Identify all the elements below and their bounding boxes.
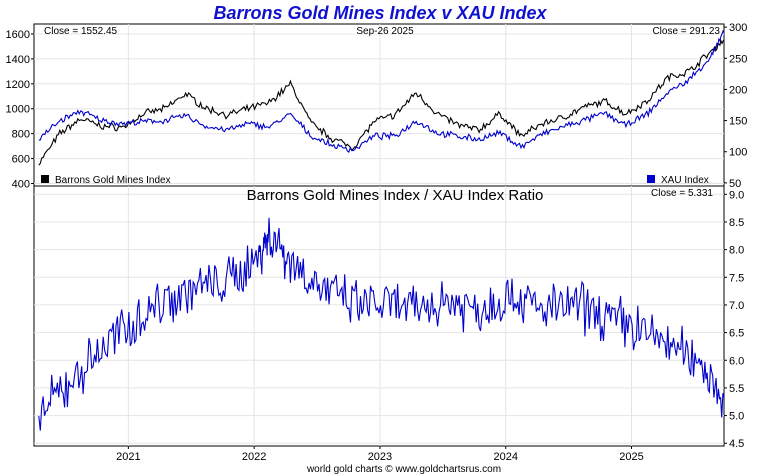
left-tick-label: 1000: [6, 104, 30, 116]
ratio-title: Barrons Gold Mines Index / XAU Index Rat…: [247, 187, 544, 204]
left-tick-label: 1200: [6, 79, 30, 91]
left-tick-label: 600: [12, 154, 30, 166]
left-close-label: Close = 1552.45: [44, 26, 118, 37]
ratio-tick-label: 5.5: [729, 383, 744, 395]
top-panel: 400 600 800 1000 1200 1400 1600 50 100 150 200 250…: [6, 22, 748, 190]
x-tick-label: 2023: [368, 451, 392, 463]
x-tick-label: 2021: [116, 451, 140, 463]
legend-label-xau: XAU Index: [661, 175, 709, 186]
ratio-tick-label: 7.0: [729, 300, 744, 312]
ratio-axis-ticks: 4.5 5.0 5.5 6.0 6.5 7.0 7.5 8.0 8.5 9.0: [724, 189, 744, 450]
legend-label-barrons: Barrons Gold Mines Index: [55, 175, 171, 186]
ratio-close-label: Close = 5.331: [651, 188, 713, 199]
ratio-tick-label: 6.5: [729, 328, 744, 340]
right-axis-ticks: 50 100 150 200 250 300: [724, 22, 747, 190]
ratio-tick-label: 6.0: [729, 355, 744, 367]
left-tick-label: 400: [12, 179, 30, 191]
legend-swatch-xau: [647, 175, 655, 183]
x-tick-label: 2022: [242, 451, 266, 463]
right-tick-label: 200: [729, 84, 747, 96]
series-line-barrons: [38, 39, 725, 166]
left-axis-ticks: 400 600 800 1000 1200 1400 1600: [6, 29, 34, 191]
right-tick-label: 50: [729, 178, 741, 190]
legend-swatch-barrons: [41, 175, 49, 183]
ratio-tick-label: 4.5: [729, 438, 744, 450]
right-tick-label: 150: [729, 116, 747, 128]
ratio-tick-label: 7.5: [729, 272, 744, 284]
bottom-panel-frame: [33, 185, 725, 447]
bottom-panel-grid: [34, 186, 724, 446]
left-tick-label: 800: [12, 129, 30, 141]
ratio-tick-label: 5.0: [729, 411, 744, 423]
series-line-xau: [38, 29, 725, 154]
top-panel-grid: [34, 24, 724, 186]
right-close-label: Close = 291.23: [652, 26, 720, 37]
left-tick-label: 1600: [6, 29, 30, 41]
ratio-tick-label: 8.5: [729, 217, 744, 229]
bottom-panel: 4.55.05.56.06.57.07.58.08.59.0 2021 2022 2…: [33, 185, 744, 463]
chart-title: Barrons Gold Mines Index v XAU Index: [213, 3, 547, 23]
top-panel-frame: [33, 23, 725, 187]
x-tick-label: 2025: [619, 451, 643, 463]
footer-credit: world gold charts © www.goldchartsrus.co…: [306, 464, 501, 475]
right-tick-label: 100: [729, 147, 747, 159]
x-axis-ticks: 2021 2022 2023 2024 2025: [116, 446, 644, 463]
x-tick-label: 2024: [493, 451, 517, 463]
ratio-tick-label: 8.0: [729, 245, 744, 257]
series-line-ratio: [38, 217, 725, 431]
right-tick-label: 300: [729, 22, 747, 34]
right-tick-label: 250: [729, 53, 747, 65]
left-tick-label: 1400: [6, 54, 30, 66]
ratio-tick-label: 9.0: [729, 189, 744, 201]
date-label: Sep-26 2025: [356, 26, 414, 37]
